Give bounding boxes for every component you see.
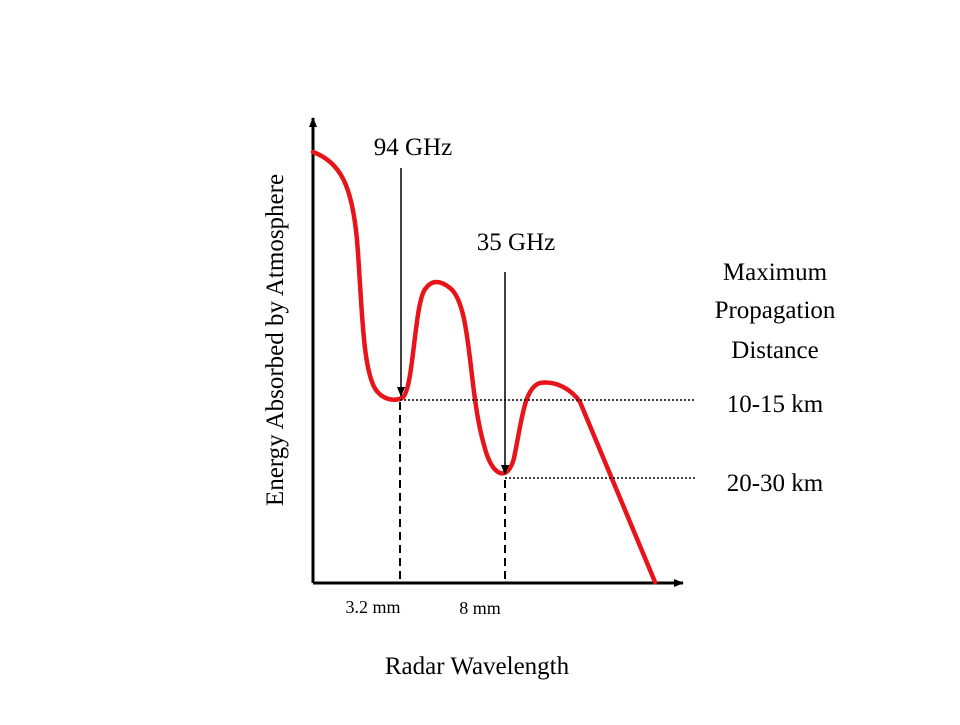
range-label-35: 20-30 km	[727, 470, 824, 497]
label-94-ghz: 94 GHz	[374, 134, 452, 161]
label-35-ghz: 35 GHz	[477, 229, 555, 256]
tick-label-3-2mm: 3.2 mm	[345, 597, 400, 617]
absorption-curve	[310, 149, 658, 585]
max-distance-line2: Propagation	[715, 297, 836, 324]
y-axis-label: Energy Absorbed by Atmosphere	[262, 174, 289, 506]
max-distance-line3: Distance	[731, 337, 818, 364]
max-distance-line1: Maximum	[723, 259, 828, 286]
range-label-94: 10-15 km	[727, 391, 824, 418]
x-axis-label: Radar Wavelength	[385, 653, 570, 680]
tick-label-8mm: 8 mm	[459, 598, 501, 618]
